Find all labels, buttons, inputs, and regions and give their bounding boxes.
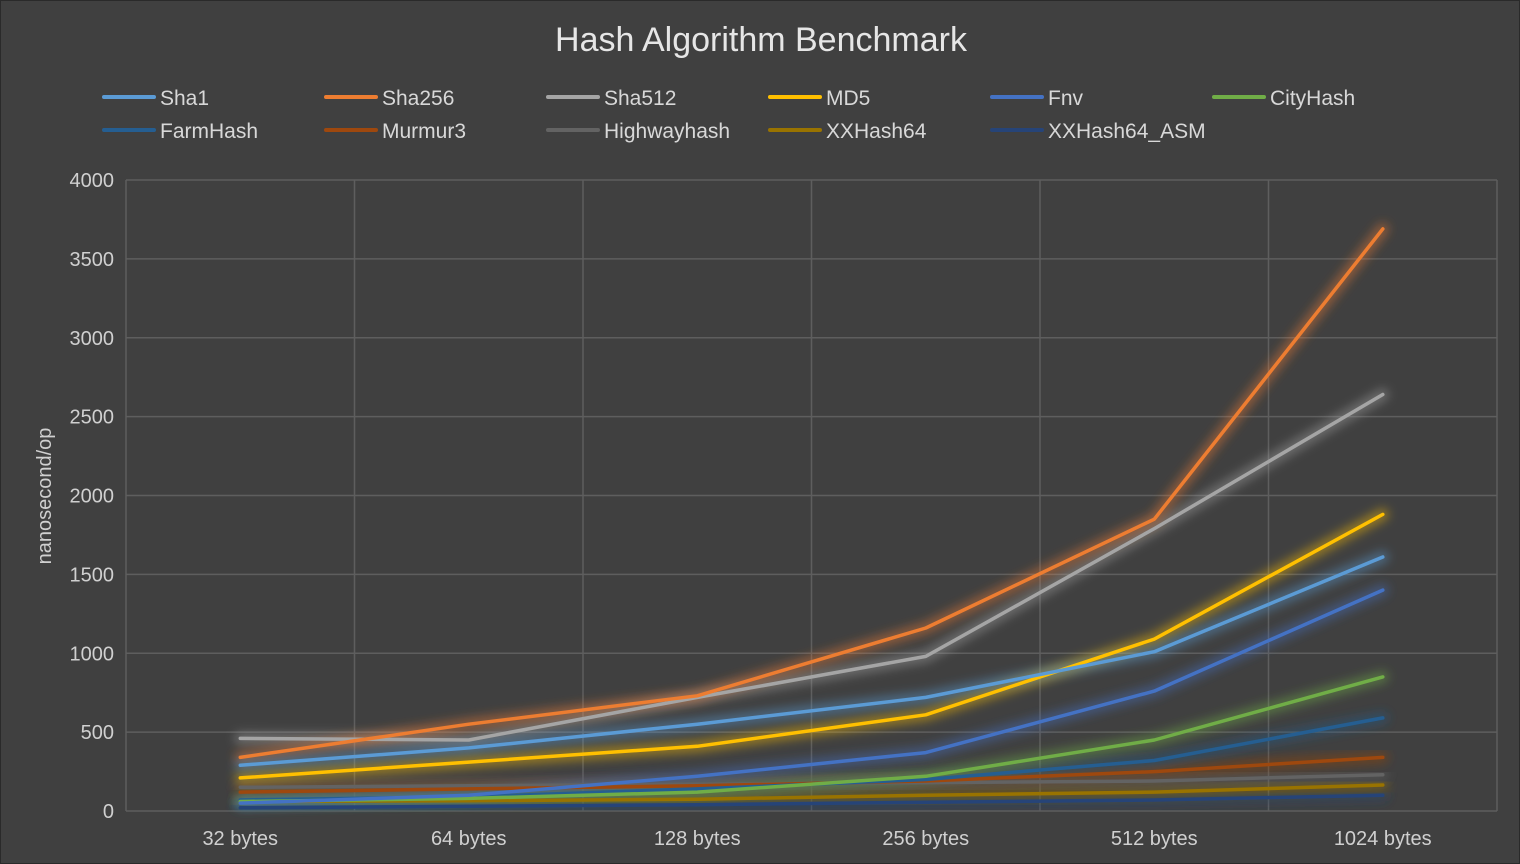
legend-item: Sha256 <box>324 87 454 110</box>
legend: Sha1 Sha256 Sha512 MD5 Fnv CityHash FarmHash Mu… <box>102 87 1355 143</box>
x-tick-label: 256 bytes <box>882 828 969 850</box>
y-tick-label: 1500 <box>70 564 115 586</box>
legend-label: Sha1 <box>160 87 209 110</box>
y-tick-label: 4000 <box>70 170 115 192</box>
series-line-xxhash64 <box>238 783 1385 804</box>
y-tick-label: 3000 <box>70 328 115 350</box>
series-layer <box>238 227 1385 810</box>
x-tick-label: 1024 bytes <box>1334 828 1432 850</box>
legend-label: MD5 <box>826 87 870 110</box>
legend-label: XXHash64 <box>826 120 927 143</box>
x-tick-label: 512 bytes <box>1111 828 1198 850</box>
y-tick-label: 2000 <box>70 486 115 508</box>
y-tick-label: 3500 <box>70 249 115 271</box>
legend-item: XXHash64_ASM <box>990 120 1206 143</box>
legend-label: FarmHash <box>160 120 258 143</box>
legend-item: CityHash <box>1212 87 1355 110</box>
series-line-fnv <box>238 588 1385 805</box>
legend-item: Murmur3 <box>324 120 466 143</box>
x-tick-label: 128 bytes <box>654 828 741 850</box>
legend-label: Highwayhash <box>604 120 730 143</box>
x-tick-label: 64 bytes <box>431 828 507 850</box>
series-line-xxhash64_asm <box>238 793 1385 810</box>
y-tick-label: 1000 <box>70 643 115 665</box>
legend-label: Sha256 <box>382 87 454 110</box>
legend-label: XXHash64_ASM <box>1048 120 1206 143</box>
y-tick-label: 2500 <box>70 407 115 429</box>
y-axis-ticks: 0 500 1000 1500 2000 2500 3000 3500 4000 <box>70 170 115 823</box>
legend-item: Highwayhash <box>546 120 730 143</box>
series-line-md5 <box>238 512 1385 780</box>
legend-item: Sha1 <box>102 87 209 110</box>
y-tick-label: 500 <box>81 722 114 744</box>
y-tick-label: 0 <box>103 801 114 823</box>
legend-item: MD5 <box>768 87 870 110</box>
series-line-sha256 <box>238 227 1385 760</box>
legend-label: CityHash <box>1270 87 1355 110</box>
legend-label: Sha512 <box>604 87 676 110</box>
chart-title: Hash Algorithm Benchmark <box>555 21 968 59</box>
legend-item: FarmHash <box>102 120 258 143</box>
legend-item: Fnv <box>990 87 1084 110</box>
x-axis-ticks: 32 bytes 64 bytes 128 bytes 256 bytes 512 by… <box>202 828 1431 850</box>
series-line-sha512 <box>238 392 1385 742</box>
y-axis-title: nanosecond/op <box>34 428 56 565</box>
series-line-sha1 <box>238 555 1385 768</box>
series-line-cityhash <box>238 675 1385 804</box>
legend-item: Sha512 <box>546 87 676 110</box>
legend-label: Fnv <box>1048 87 1084 110</box>
x-tick-label: 32 bytes <box>202 828 278 850</box>
legend-item: XXHash64 <box>768 120 927 143</box>
legend-label: Murmur3 <box>382 120 466 143</box>
